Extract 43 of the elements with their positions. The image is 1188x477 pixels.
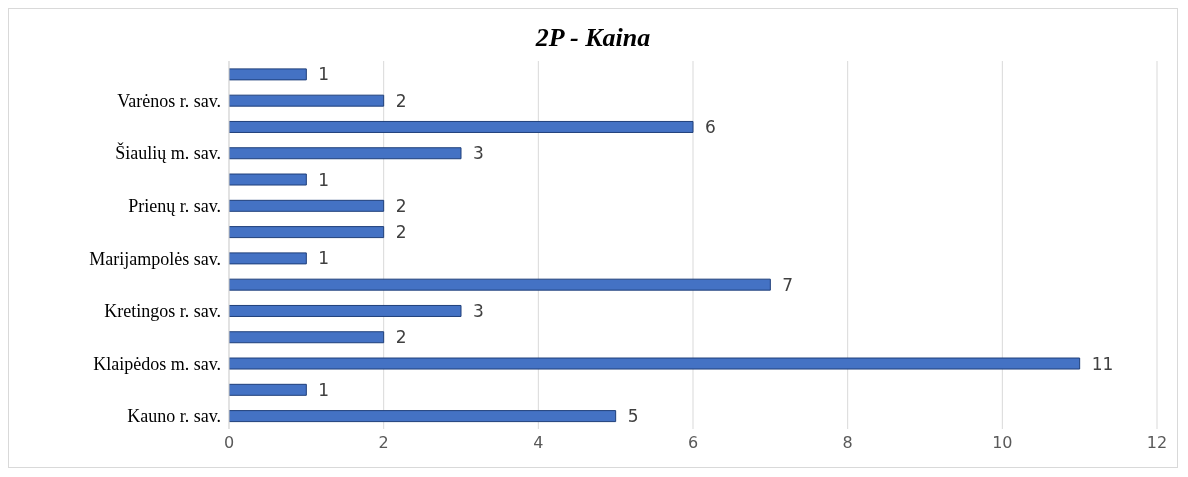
bar <box>229 173 307 186</box>
x-tick-label: 8 <box>842 433 853 453</box>
bar <box>229 331 385 344</box>
data-label: 2 <box>395 90 407 111</box>
bar <box>229 147 462 160</box>
data-label: 11 <box>1091 353 1114 374</box>
x-tick-label: 0 <box>223 433 235 453</box>
x-tick-label: 4 <box>533 433 544 453</box>
bar <box>229 252 307 265</box>
bar <box>229 410 617 423</box>
y-tick-label: Prienų r. sav. <box>128 195 221 216</box>
bar <box>229 383 307 396</box>
y-tick-label: Kretingos r. sav. <box>104 301 221 322</box>
data-label: 3 <box>473 300 484 321</box>
data-label: 6 <box>705 116 716 137</box>
data-label: 1 <box>318 64 330 85</box>
bar <box>229 68 307 81</box>
bar <box>229 94 385 107</box>
x-tick-label: 6 <box>687 433 699 453</box>
bar <box>229 199 385 212</box>
data-label: 1 <box>318 169 330 190</box>
data-label: 1 <box>318 248 330 269</box>
data-label: 2 <box>395 195 407 216</box>
y-tick-label: Šiaulių m. sav. <box>115 142 221 164</box>
y-tick-label: Kauno r. sav. <box>127 406 221 427</box>
data-label: 7 <box>782 274 794 295</box>
data-label: 1 <box>318 379 330 400</box>
x-tick-label: 10 <box>992 433 1013 453</box>
chart-title: 2P - Kaina <box>534 23 652 54</box>
bar <box>229 226 385 239</box>
data-label: 2 <box>395 222 407 243</box>
data-label: 2 <box>395 327 407 348</box>
bar <box>229 304 462 317</box>
data-label: 3 <box>473 143 484 164</box>
bar <box>229 357 1081 370</box>
x-tick-label: 2 <box>378 433 389 453</box>
x-tick-label: 12 <box>1146 433 1168 453</box>
y-tick-label: Varėnos r. sav. <box>117 90 221 111</box>
bar <box>229 278 771 291</box>
y-tick-label: Marijampolės sav. <box>89 248 221 269</box>
y-tick-label: Klaipėdos m. sav. <box>93 353 221 374</box>
bar <box>229 120 694 133</box>
data-label: 5 <box>627 406 639 427</box>
